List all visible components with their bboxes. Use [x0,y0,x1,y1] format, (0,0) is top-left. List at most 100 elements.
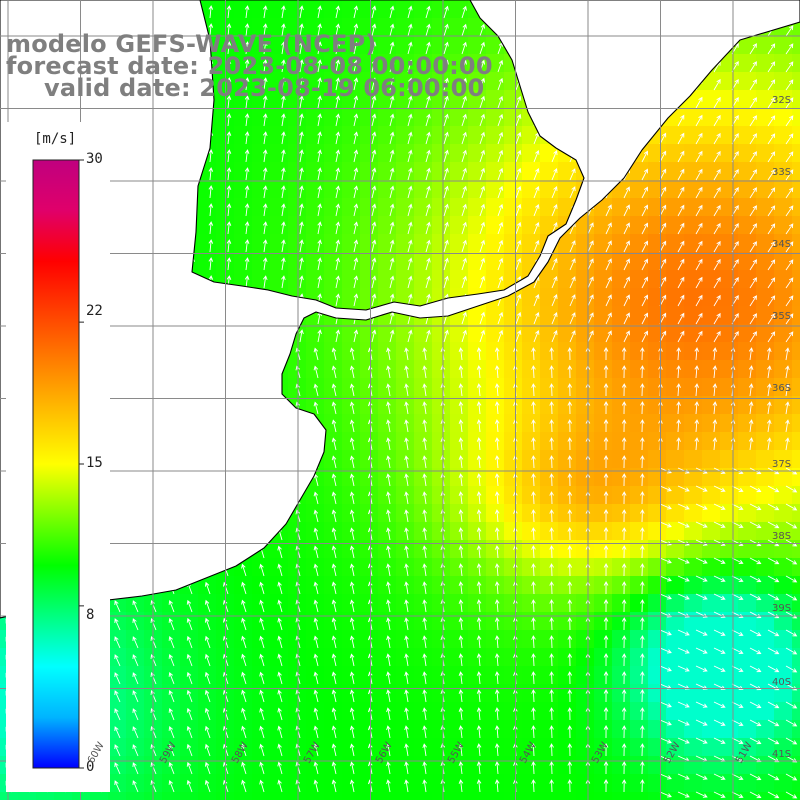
wind-arrow [497,311,504,325]
wind-arrow [335,59,341,73]
wind-arrow [767,295,776,307]
field-cell [162,738,181,757]
field-cell [270,72,289,91]
wind-arrow [349,383,355,397]
field-cell [576,378,595,397]
wind-arrow [313,761,319,775]
wind-arrow [371,23,377,37]
wind-arrow [476,653,482,667]
wind-arrow [386,509,391,523]
wind-arrow [494,689,500,703]
field-cell [684,576,703,595]
field-cell [252,18,271,37]
wind-arrow [479,239,486,253]
wind-arrow [476,473,482,487]
wind-arrow [533,167,540,181]
wind-arrow [549,707,554,721]
wind-arrow [567,617,573,631]
field-cell [738,36,757,55]
field-cell [684,702,703,721]
field-cell [702,288,721,307]
field-cell [306,252,325,271]
field-cell [684,558,703,577]
wind-arrow [244,41,250,55]
wind-arrow [317,221,322,235]
field-cell [540,414,559,433]
field-cell [324,180,343,199]
field-cell [540,648,559,667]
wind-arrow [317,59,322,73]
wind-arrow [371,59,377,73]
field-cell [774,594,793,613]
wind-arrow [386,671,391,685]
wind-arrow [479,95,486,109]
field-cell [630,270,649,289]
field-cell [324,702,343,721]
field-cell [612,756,631,775]
wind-arrow [695,276,703,289]
field-cell [594,396,613,415]
wind-arrow [425,239,431,253]
field-cell [648,162,667,181]
wind-arrow [531,455,536,469]
field-cell [324,756,343,775]
field-cell [576,558,595,577]
field-cell [594,594,613,613]
wind-arrow [605,294,612,307]
wind-arrow [281,113,286,127]
wind-arrow [168,617,175,631]
field-cell [342,558,361,577]
field-cell [756,648,775,667]
field-cell [252,72,271,91]
wind-arrow [259,761,265,775]
wind-arrow [335,257,341,271]
wind-arrow [407,113,413,127]
wind-arrow [386,779,391,793]
field-cell [720,288,739,307]
field-cell [756,360,775,379]
wind-arrow [114,618,121,631]
field-cell [324,774,343,793]
wind-arrow [531,527,536,541]
field-cell [306,648,325,667]
field-cell [630,450,649,469]
wind-arrow [695,294,703,307]
field-cell [360,450,379,469]
field-cell [756,108,775,127]
field-cell [666,630,685,649]
field-cell [774,630,793,649]
field-cell [288,270,307,289]
wind-arrow [476,365,482,379]
wind-arrow [749,629,762,637]
wind-arrow [349,491,355,505]
wind-arrow [479,257,486,271]
wind-arrow [712,401,718,415]
field-cell [684,396,703,415]
wind-arrow [313,527,319,541]
field-cell [18,792,37,800]
field-cell [684,594,703,613]
field-cell [342,450,361,469]
wind-arrow [785,115,794,127]
field-cell [774,90,793,109]
wind-arrow [407,95,413,109]
wind-arrow [317,95,322,109]
wind-arrow [331,419,337,433]
wind-arrow [259,653,265,667]
wind-arrow [389,41,395,55]
wind-arrow [603,563,609,577]
field-cell [756,342,775,361]
wind-arrow [785,485,798,493]
field-cell [756,198,775,217]
field-cell [702,792,721,800]
field-cell [108,648,127,667]
wind-arrow [461,23,467,37]
wind-arrow [713,258,721,271]
wind-arrow [204,689,211,703]
field-cell [612,504,631,523]
colorbar-tick: 22 [86,303,103,319]
wind-arrow [731,773,744,780]
wind-arrow [349,437,355,451]
wind-arrow [640,365,645,379]
field-cell [756,666,775,685]
